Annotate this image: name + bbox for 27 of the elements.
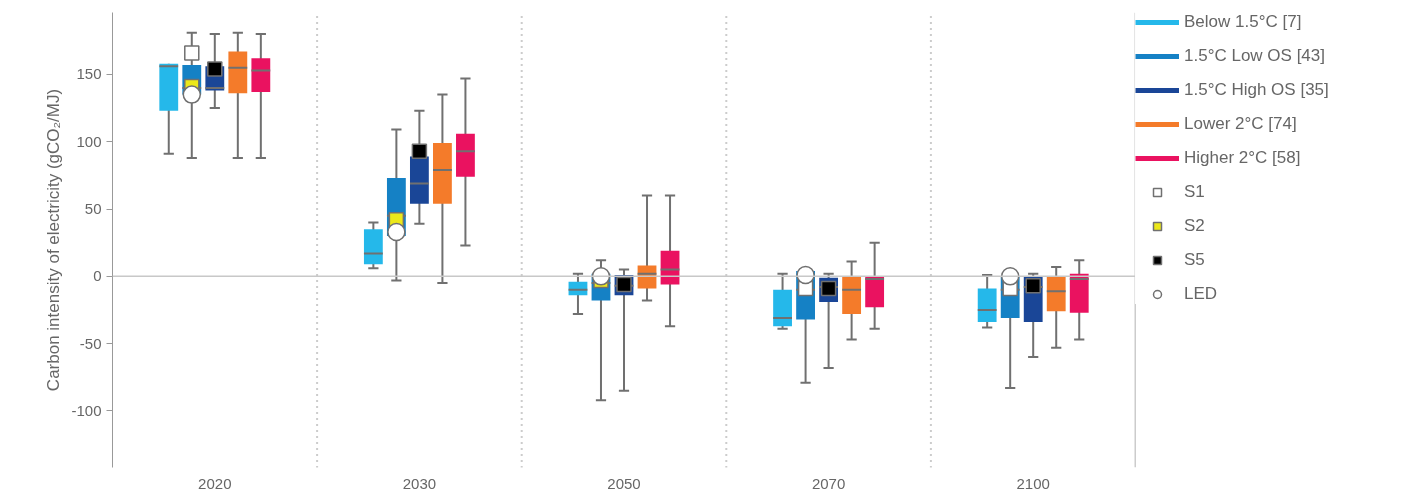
legend-label: S2 — [1184, 216, 1205, 236]
legend-label: LED — [1184, 284, 1218, 304]
point — [591, 267, 611, 286]
legend-label: 1.5°C Low OS [43] — [1184, 46, 1325, 66]
y-tick-label: 0 — [93, 267, 102, 285]
x-tick-label: 2100 — [1016, 474, 1050, 492]
x-tick-label: 2030 — [402, 474, 437, 492]
legend-label: S5 — [1184, 250, 1205, 270]
y-tick-label: 50 — [84, 200, 102, 218]
y-tick-label: 150 — [76, 65, 102, 83]
point — [1000, 267, 1020, 286]
legend-label: S1 — [1184, 182, 1205, 202]
point — [796, 265, 815, 285]
legend-label: 1.5°C High OS [35] — [1184, 80, 1329, 100]
point — [182, 85, 202, 104]
legend-label: Lower 2°C [74] — [1184, 114, 1297, 134]
y-axis-title: Carbon intensity of electricity (gCO₂/MJ) — [44, 88, 64, 392]
x-tick-label: 2020 — [198, 474, 232, 492]
y-tick-label: 100 — [76, 132, 102, 150]
y-tick-label: -50 — [79, 334, 102, 352]
point — [184, 45, 200, 61]
legend-label: Below 1.5°C [7] — [1184, 12, 1302, 32]
x-tick-label: 2050 — [607, 474, 641, 492]
legend-label: Higher 2°C [58] — [1184, 148, 1301, 168]
x-tick-label: 2070 — [811, 474, 846, 492]
point — [387, 222, 406, 242]
y-tick-label: -100 — [71, 401, 102, 419]
